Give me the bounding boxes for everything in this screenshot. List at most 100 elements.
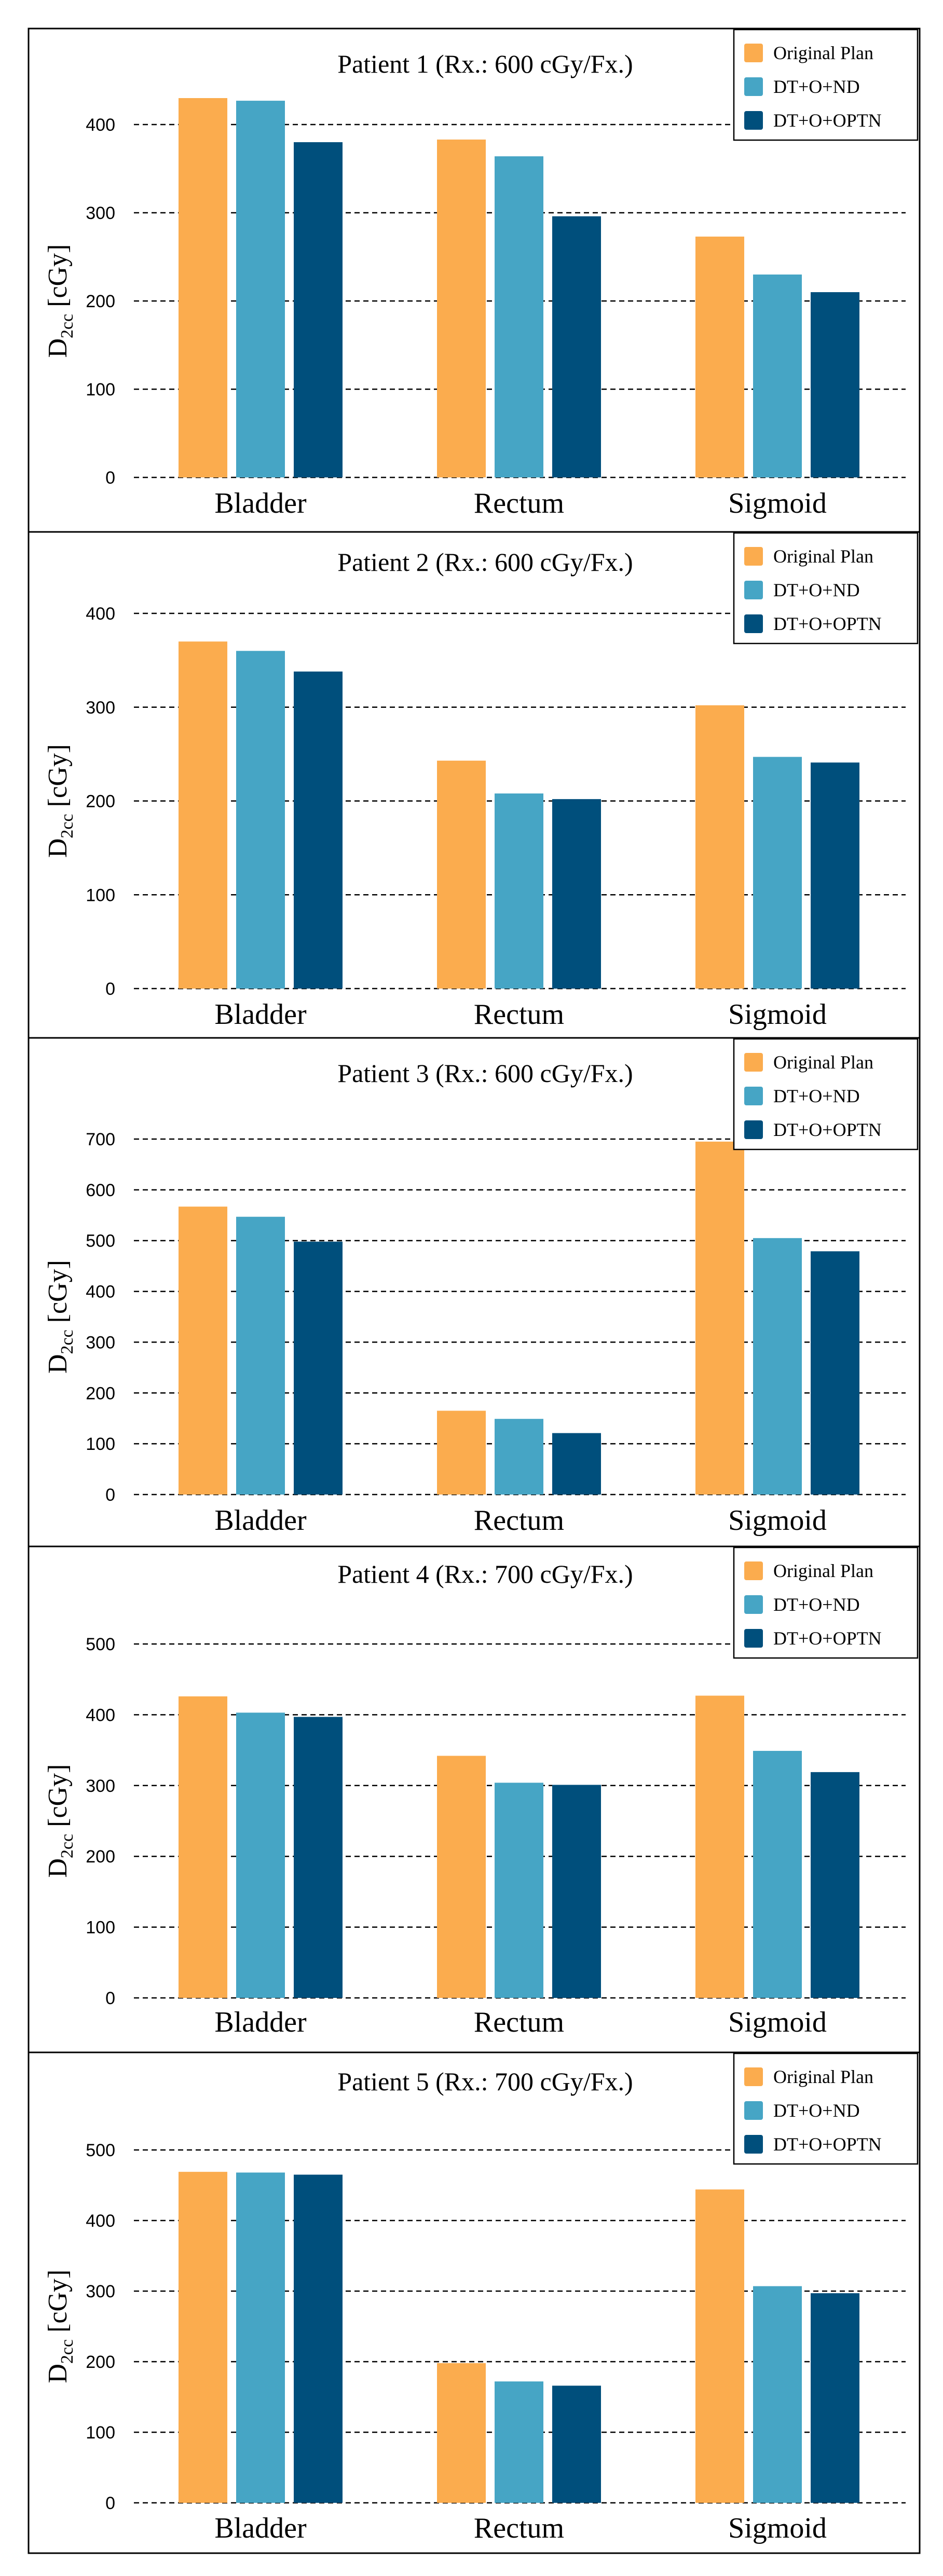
chart-2-y-tick-100: 100 xyxy=(86,885,115,905)
chart-4-bar-bladder-original-plan xyxy=(179,1696,227,1998)
chart-4-bar-sigmoid-dt-o-nd xyxy=(753,1750,802,1998)
chart-5-bar-bladder-dt-o-optn xyxy=(294,2174,343,2503)
chart-5-legend-label-dt-o-optn: DT+O+OPTN xyxy=(773,2134,882,2155)
chart-1-y-axis-label: D2cc [cGy] xyxy=(43,244,77,358)
chart-3-y-tick-0: 0 xyxy=(105,1485,115,1505)
chart-5-bar-sigmoid-dt-o-nd xyxy=(753,2286,802,2503)
chart-1-y-tick-200: 200 xyxy=(86,292,115,311)
chart-1-bar-bladder-dt-o-optn xyxy=(294,142,343,477)
chart-4-legend-swatch-dt-o-optn xyxy=(744,1629,763,1648)
chart-4-bar-bladder-dt-o-nd xyxy=(236,1712,285,1998)
chart-2-legend-swatch-dt-o-nd xyxy=(744,581,763,599)
chart-4-y-tick-500: 500 xyxy=(86,1635,115,1654)
chart-2-legend-swatch-original-plan xyxy=(744,547,763,566)
chart-5-y-tick-400: 400 xyxy=(86,2211,115,2231)
chart-2-x-tick-bladder: Bladder xyxy=(214,998,307,1031)
chart-2-bar-sigmoid-dt-o-nd xyxy=(753,757,802,989)
chart-5-title: Patient 5 (Rx.: 700 cGy/Fx.) xyxy=(337,2067,633,2096)
chart-2-bar-sigmoid-original-plan xyxy=(695,705,744,989)
chart-2-legend-label-dt-o-optn: DT+O+OPTN xyxy=(773,613,882,634)
chart-5-legend xyxy=(733,2052,919,2165)
chart-4-x-tick-sigmoid: Sigmoid xyxy=(728,2006,827,2038)
chart-1-y-tick-400: 400 xyxy=(86,115,115,135)
chart-5-legend-swatch-original-plan xyxy=(744,2067,763,2086)
chart-2-legend xyxy=(733,532,919,645)
chart-panel-4: Patient 4 (Rx.: 700 cGy/Fx.) 0 100 200 300 40… xyxy=(28,1545,921,2053)
chart-panel-3: Patient 3 (Rx.: 600 cGy/Fx.) 0 100 200 300 40… xyxy=(28,1037,921,1547)
chart-5-y-tick-500: 500 xyxy=(86,2141,115,2160)
chart-3-y-tick-700: 700 xyxy=(86,1130,115,1149)
chart-4-y-tick-100: 100 xyxy=(86,1918,115,1938)
chart-1-x-tick-bladder: Bladder xyxy=(214,487,307,519)
chart-5-bar-sigmoid-dt-o-optn xyxy=(811,2293,859,2503)
chart-3-y-axis-label: D2cc [cGy] xyxy=(43,1260,77,1374)
chart-3-legend-label-dt-o-nd: DT+O+ND xyxy=(773,1086,860,1106)
chart-5-x-tick-sigmoid: Sigmoid xyxy=(728,2512,827,2544)
chart-4-bar-sigmoid-original-plan xyxy=(695,1695,744,1998)
chart-2-legend-swatch-dt-o-optn xyxy=(744,614,763,633)
chart-2-bar-bladder-dt-o-nd xyxy=(236,651,285,989)
chart-3-bar-sigmoid-original-plan xyxy=(695,1141,744,1495)
chart-3-legend-swatch-dt-o-optn xyxy=(744,1120,763,1139)
chart-4-bar-rectum-original-plan xyxy=(437,1756,486,1998)
chart-3-legend-swatch-original-plan xyxy=(744,1053,763,1072)
chart-4-y-tick-200: 200 xyxy=(86,1847,115,1867)
chart-5-bar-rectum-dt-o-nd xyxy=(495,2381,543,2503)
chart-1-bar-sigmoid-dt-o-nd xyxy=(753,275,802,477)
chart-4-y-tick-0: 0 xyxy=(105,1989,115,2008)
chart-1-legend-swatch-original-plan xyxy=(744,44,763,62)
chart-1-legend xyxy=(733,29,919,141)
chart-1-y-tick-0: 0 xyxy=(105,468,115,488)
chart-2-bar-rectum-original-plan xyxy=(437,760,486,989)
chart-1-bar-sigmoid-original-plan xyxy=(695,236,744,477)
chart-3-title: Patient 3 (Rx.: 600 cGy/Fx.) xyxy=(337,1059,633,1088)
chart-2-bar-bladder-dt-o-optn xyxy=(294,672,343,989)
chart-4-bar-rectum-dt-o-nd xyxy=(495,1783,543,1998)
chart-3-bar-sigmoid-dt-o-optn xyxy=(811,1251,859,1495)
chart-3-y-tick-300: 300 xyxy=(86,1333,115,1352)
chart-3-bar-bladder-dt-o-optn xyxy=(294,1241,343,1495)
chart-panel-1: Patient 1 (Rx.: 600 cGy/Fx.) 0 100 200 300 40… xyxy=(28,28,921,533)
chart-1-bar-rectum-dt-o-optn xyxy=(552,216,601,477)
chart-5-y-tick-100: 100 xyxy=(86,2423,115,2443)
chart-5-legend-swatch-dt-o-nd xyxy=(744,2101,763,2120)
chart-4-bar-bladder-dt-o-optn xyxy=(294,1717,343,1998)
chart-2-legend-label-original-plan: Original Plan xyxy=(773,546,873,567)
chart-1-bar-rectum-dt-o-nd xyxy=(495,156,543,477)
chart-5-y-axis-label: D2cc [cGy] xyxy=(43,2269,77,2383)
chart-3-x-tick-bladder: Bladder xyxy=(214,1504,307,1537)
chart-4-y-axis-label: D2cc [cGy] xyxy=(43,1764,77,1878)
chart-2-y-tick-300: 300 xyxy=(86,698,115,718)
chart-5-legend-label-original-plan: Original Plan xyxy=(773,2066,873,2087)
chart-4-legend-label-dt-o-optn: DT+O+OPTN xyxy=(773,1628,882,1649)
chart-5-bar-bladder-dt-o-nd xyxy=(236,2172,285,2503)
chart-2-title: Patient 2 (Rx.: 600 cGy/Fx.) xyxy=(337,547,633,577)
chart-1-y-tick-100: 100 xyxy=(86,380,115,400)
chart-5-y-tick-300: 300 xyxy=(86,2282,115,2301)
chart-4-y-tick-400: 400 xyxy=(86,1705,115,1725)
chart-5-x-tick-bladder: Bladder xyxy=(214,2512,307,2544)
chart-5-y-tick-200: 200 xyxy=(86,2352,115,2372)
chart-2-x-tick-sigmoid: Sigmoid xyxy=(728,998,827,1031)
chart-2-bar-sigmoid-dt-o-optn xyxy=(811,762,859,989)
chart-1-legend-label-dt-o-nd: DT+O+ND xyxy=(773,76,860,97)
chart-5-bar-sigmoid-original-plan xyxy=(695,2189,744,2503)
chart-4-bar-rectum-dt-o-optn xyxy=(552,1785,601,1998)
chart-4-x-tick-rectum: Rectum xyxy=(474,2006,564,2038)
chart-panel-2: Patient 2 (Rx.: 600 cGy/Fx.) 0 100 200 300 40… xyxy=(28,531,921,1039)
chart-1-x-tick-rectum: Rectum xyxy=(474,487,564,519)
chart-5-legend-label-dt-o-nd: DT+O+ND xyxy=(773,2100,860,2121)
chart-1-legend-label-original-plan: Original Plan xyxy=(773,43,873,63)
panel-5-border xyxy=(28,2051,921,2554)
chart-3-legend-label-original-plan: Original Plan xyxy=(773,1052,873,1073)
chart-3-bar-rectum-dt-o-nd xyxy=(495,1419,543,1495)
chart-3-y-tick-100: 100 xyxy=(86,1434,115,1454)
chart-1-x-tick-sigmoid: Sigmoid xyxy=(728,487,827,519)
chart-3-legend-swatch-dt-o-nd xyxy=(744,1087,763,1105)
chart-3-bar-rectum-original-plan xyxy=(437,1410,486,1495)
chart-1-bar-bladder-original-plan xyxy=(179,98,227,477)
chart-1-legend-swatch-dt-o-nd xyxy=(744,77,763,96)
chart-3-y-tick-600: 600 xyxy=(86,1181,115,1200)
chart-4-legend-swatch-dt-o-nd xyxy=(744,1595,763,1614)
